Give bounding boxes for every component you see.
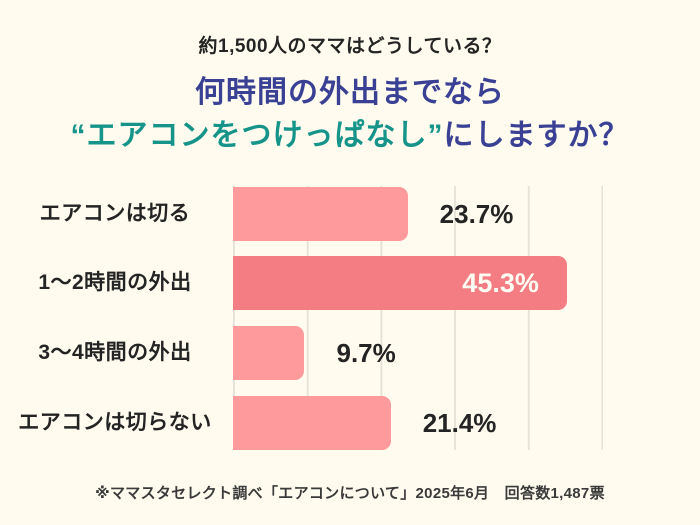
source-note: ※ママスタセレクト調べ「エアコンについて」2025年6月 回答数1,487票 xyxy=(95,485,605,502)
bar xyxy=(233,396,391,450)
bar-value-label: 45.3% xyxy=(462,268,539,298)
chart-row: 1〜2時間の外出 45.3% xyxy=(0,256,700,310)
chart-subtitle: 約1,500人のママはどうしている？ xyxy=(198,36,502,57)
chart-row: エアコンは切る 23.7% xyxy=(0,187,700,241)
chart-title-line2-highlight: “エアコンをつけっぱなし” xyxy=(70,119,444,152)
bar-value-label: 9.7% xyxy=(336,338,396,368)
bar-value-label: 23.7% xyxy=(439,199,514,229)
bar-highlighted: 45.3% xyxy=(233,256,567,310)
chart-title: 何時間の外出までなら “エアコンをつけっぱなし”にしますか？ xyxy=(0,71,700,157)
bar xyxy=(233,187,408,241)
bar-value-label: 21.4% xyxy=(422,408,497,438)
chart-row: エアコンは切らない 21.4% xyxy=(0,396,700,450)
category-label: 1〜2時間の外出 xyxy=(38,271,192,294)
category-label: 3〜4時間の外出 xyxy=(38,341,192,364)
chart-row: 3〜4時間の外出 9.7% xyxy=(0,326,700,380)
chart-title-line1: 何時間の外出までなら xyxy=(195,76,505,109)
bar xyxy=(233,326,305,380)
category-label: エアコンは切る xyxy=(39,202,191,225)
category-label: エアコンは切らない xyxy=(18,411,212,434)
chart-title-line2-rest: にしますか？ xyxy=(443,119,630,152)
